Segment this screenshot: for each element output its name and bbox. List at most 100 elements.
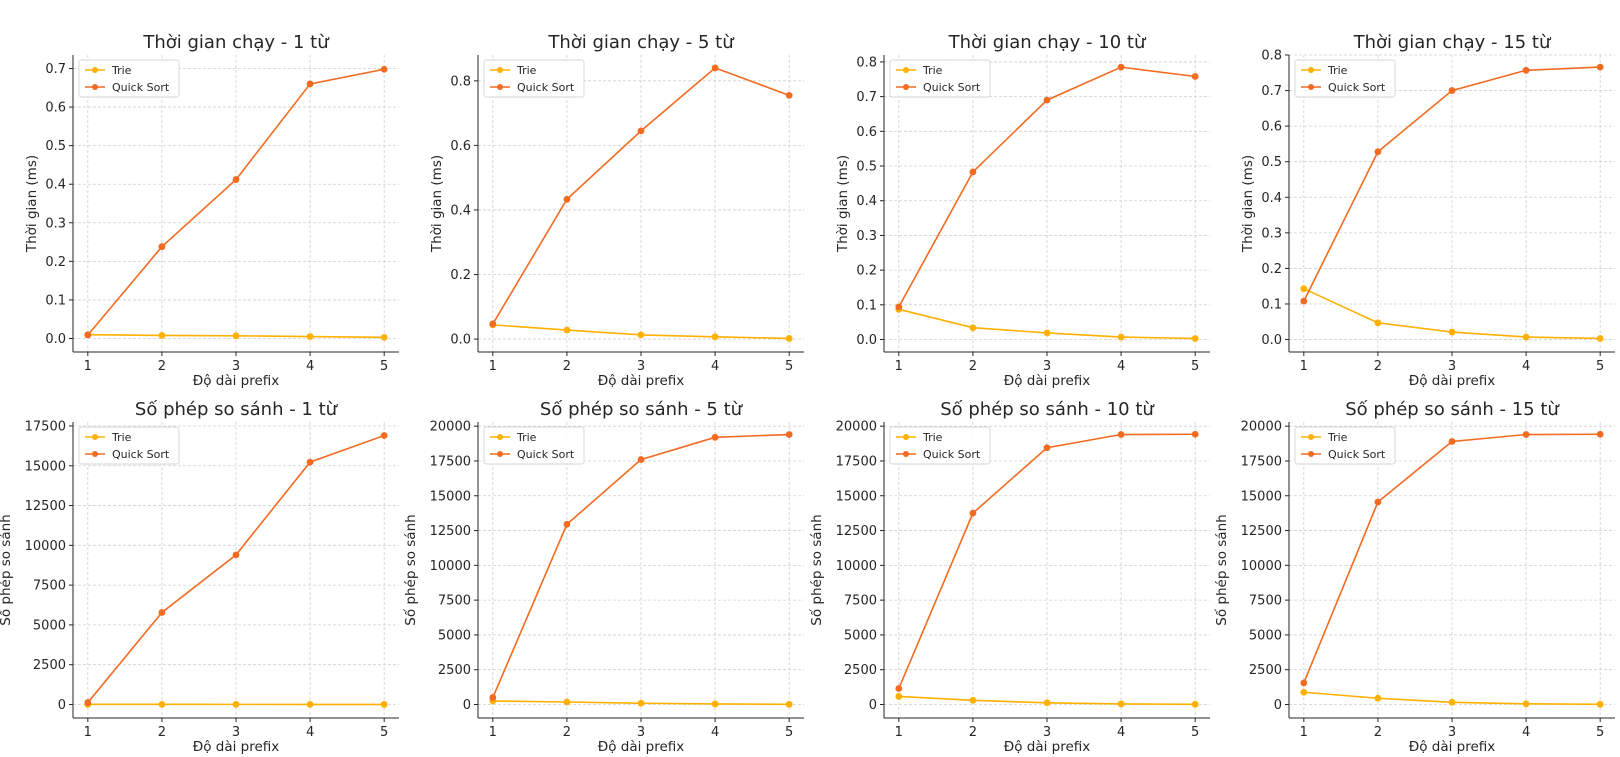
y-tick-label: 0.8 <box>450 74 471 89</box>
data-point-quick-sort <box>489 694 497 701</box>
grid <box>73 422 399 718</box>
grid <box>1289 54 1615 352</box>
data-point-quick-sort <box>1374 498 1382 506</box>
data-point-quick-sort <box>1448 87 1456 94</box>
data-point-trie <box>1596 335 1604 342</box>
x-axis-label: Độ dài prefix <box>1409 739 1496 755</box>
legend-label: Trie <box>516 431 537 444</box>
data-point-quick-sort <box>563 520 571 528</box>
data-point-quick-sort <box>84 331 92 339</box>
legend: Trie Quick Sort <box>889 59 991 98</box>
y-tick-label: 0.7 <box>1261 84 1282 99</box>
x-axis-label: Độ dài prefix <box>598 373 685 389</box>
data-point-trie <box>1117 700 1125 708</box>
grid <box>884 422 1210 718</box>
x-tick-label: 4 <box>306 359 314 374</box>
grid <box>884 55 1210 352</box>
x-axis-label: Độ dài prefix <box>598 739 685 755</box>
legend-marker <box>92 451 98 457</box>
data-point-trie <box>232 700 240 708</box>
legend-label: Quick Sort <box>1328 81 1386 94</box>
data-point-trie <box>785 700 793 708</box>
data-point-quick-sort <box>158 609 166 616</box>
y-tick-label: 2500 <box>844 663 877 678</box>
y-axis-label: Số phép so sánh <box>808 514 825 625</box>
legend-label: Quick Sort <box>112 81 170 94</box>
y-tick-label: 0.2 <box>450 268 471 283</box>
x-tick-label: 3 <box>232 359 240 374</box>
y-tick-label: 20000 <box>1241 420 1282 435</box>
y-tick-label: 17500 <box>430 454 471 469</box>
x-tick-label: 2 <box>158 359 166 374</box>
y-tick-label: 15000 <box>1241 489 1282 504</box>
data-point-trie <box>1191 335 1199 342</box>
y-tick-label: 5000 <box>1249 628 1282 643</box>
y-tick-label: 0.2 <box>45 255 66 270</box>
subplot-3: 0.0 0.1 0.2 0.3 0.4 0.5 0.6 0.7 0.8 1 2 3 4 5 Trie Quic… <box>835 32 1210 389</box>
data-point-quick-sort <box>158 243 166 251</box>
chart-title: Số phép so sánh - 5 từ <box>540 399 744 420</box>
x-tick-label: 1 <box>895 359 903 374</box>
y-axis-label: Thời gian (ms) <box>1240 155 1256 253</box>
chart-title: Thời gian chạy - 1 từ <box>142 32 330 53</box>
y-tick-label: 15000 <box>836 489 877 504</box>
data-point-trie <box>1191 700 1199 708</box>
data-point-quick-sort <box>637 127 645 135</box>
y-tick-label: 0.8 <box>856 55 877 70</box>
data-point-quick-sort <box>1191 430 1199 438</box>
legend-label: Quick Sort <box>1328 448 1386 461</box>
data-point-quick-sort <box>84 699 92 706</box>
data-point-quick-sort <box>232 176 240 183</box>
y-tick-label: 0.5 <box>1261 155 1282 170</box>
x-tick-label: 5 <box>785 359 793 374</box>
data-point-trie <box>306 333 314 340</box>
y-tick-label: 0.6 <box>856 125 877 140</box>
data-point-quick-sort <box>1596 63 1604 71</box>
x-tick-label: 1 <box>895 725 903 740</box>
data-point-trie <box>1448 328 1456 336</box>
y-tick-label: 0.1 <box>45 293 66 308</box>
data-point-quick-sort <box>969 509 977 517</box>
legend-label: Quick Sort <box>112 448 170 461</box>
y-tick-label: 7500 <box>844 594 877 609</box>
y-tick-label: 0.6 <box>1261 120 1282 135</box>
y-tick-label: 20000 <box>430 420 471 435</box>
y-tick-label: 5000 <box>33 618 66 633</box>
chart-title: Số phép so sánh - 10 từ <box>940 399 1155 420</box>
y-tick-label: 15000 <box>25 459 66 474</box>
y-tick-label: 0.0 <box>856 333 877 348</box>
data-point-quick-sort <box>895 685 903 692</box>
y-tick-label: 0 <box>869 698 877 713</box>
x-tick-label: 4 <box>711 725 719 740</box>
subplot-5: 0 2500 5000 7500 10000 12500 15000 17500 1 2 3 4 5 Tr… <box>0 399 399 755</box>
subplot-8: 0 2500 5000 7500 10000 12500 15000 17500 20000 1 2… <box>1213 399 1615 755</box>
y-tick-label: 0.0 <box>1261 333 1282 348</box>
legend-marker <box>497 84 503 90</box>
x-axis-label: Độ dài prefix <box>1409 373 1496 389</box>
legend-marker <box>903 434 909 440</box>
data-point-quick-sort <box>1596 430 1604 438</box>
legend: Trie Quick Sort <box>483 59 585 98</box>
y-axis-label: Thời gian (ms) <box>24 155 40 253</box>
y-tick-label: 2500 <box>1249 663 1282 678</box>
x-tick-label: 5 <box>1191 725 1199 740</box>
x-tick-label: 4 <box>1117 359 1125 374</box>
subplot-6: 0 2500 5000 7500 10000 12500 15000 17500 20000 1 2… <box>402 399 804 755</box>
data-point-quick-sort <box>1043 96 1051 104</box>
data-point-trie <box>380 701 388 708</box>
x-tick-label: 4 <box>711 359 719 374</box>
y-tick-label: 0.4 <box>45 178 66 193</box>
x-tick-label: 4 <box>1117 725 1125 740</box>
x-axis-label: Độ dài prefix <box>1004 373 1091 389</box>
legend-marker <box>497 67 503 73</box>
data-point-quick-sort <box>711 433 719 441</box>
data-point-quick-sort <box>1448 438 1456 445</box>
data-point-quick-sort <box>306 80 314 88</box>
data-point-trie <box>637 331 645 339</box>
data-point-trie <box>711 700 719 708</box>
data-point-trie <box>1043 329 1051 337</box>
data-point-trie <box>969 324 977 332</box>
data-point-trie <box>969 696 977 704</box>
y-tick-label: 0.1 <box>1261 297 1282 312</box>
legend-label: Quick Sort <box>923 81 981 94</box>
